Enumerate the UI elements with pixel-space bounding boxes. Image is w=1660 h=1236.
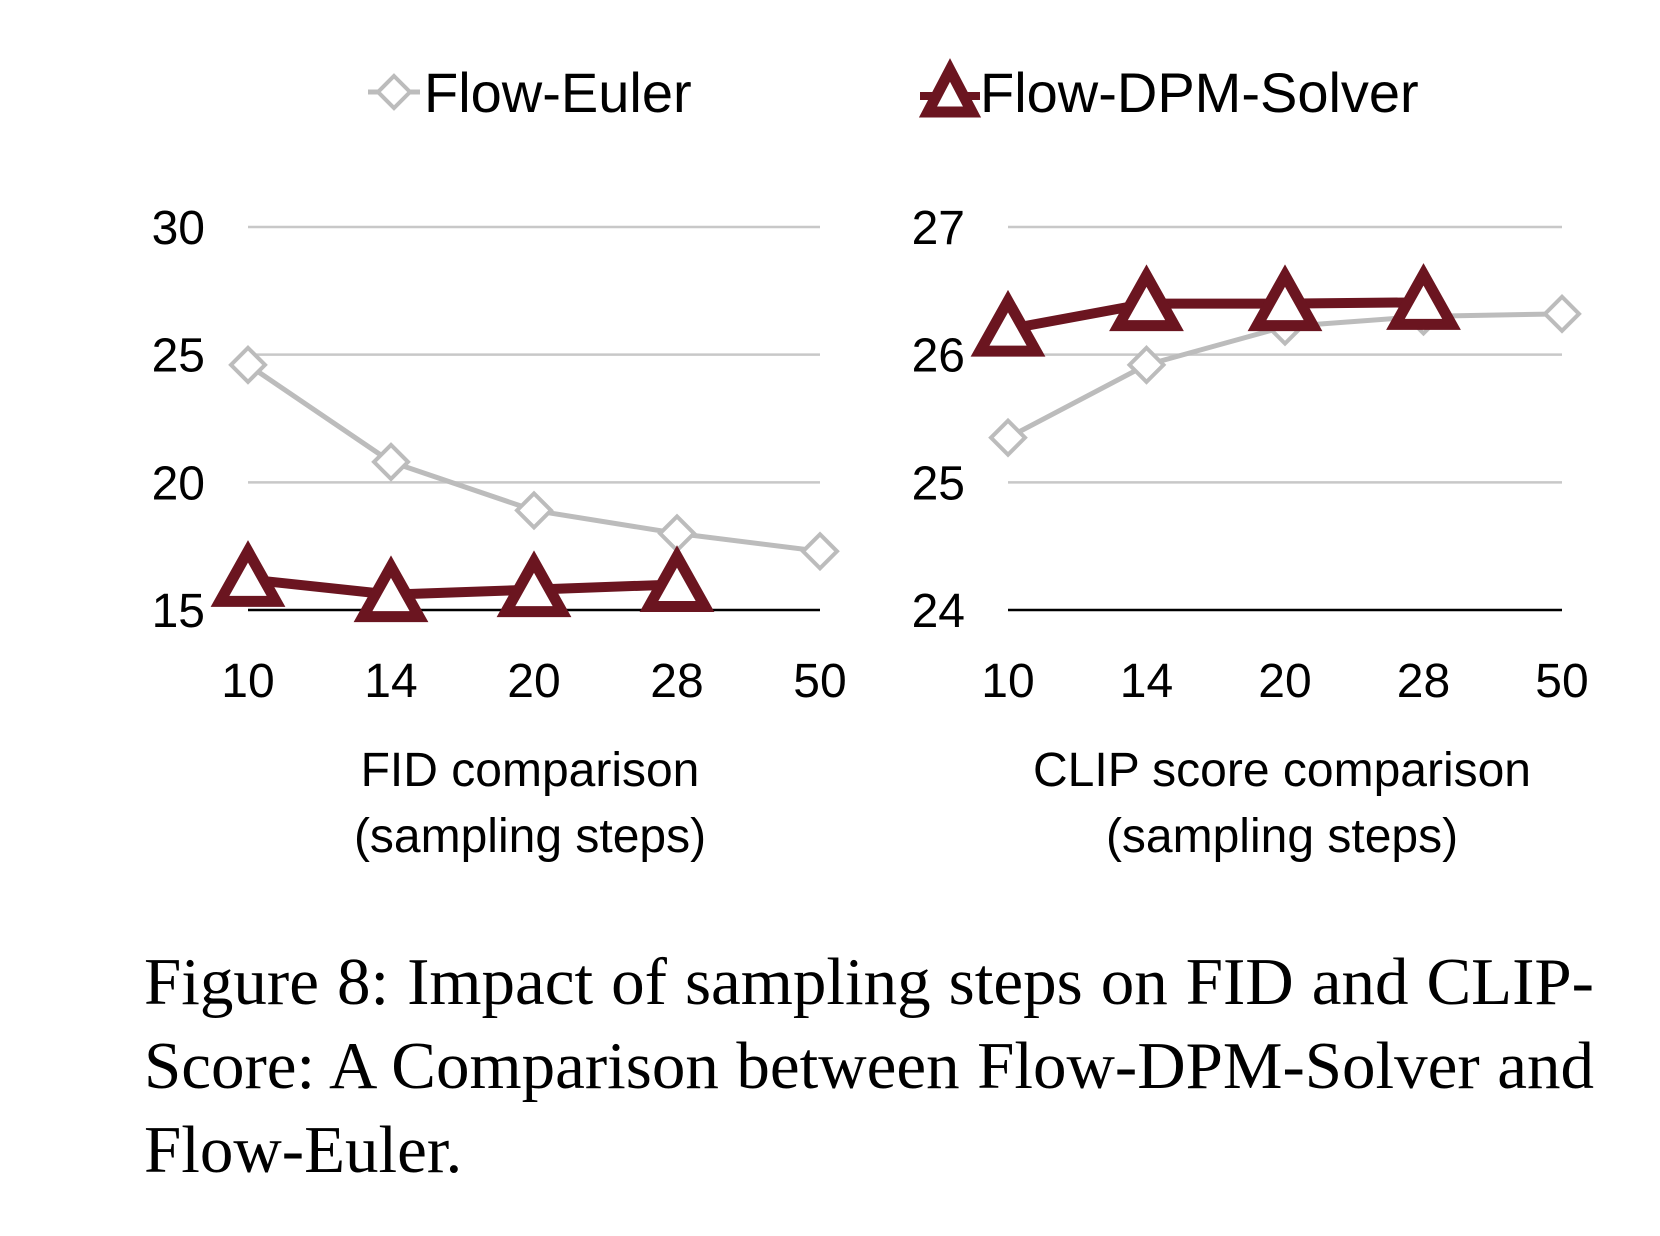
legend-item-flow-dpm-solver: Flow-DPM-Solver [918,58,1419,124]
y-tick-label: 30 [152,202,205,255]
x-tick-label: 14 [364,655,417,708]
y-tick-label: 27 [912,202,965,255]
flow-euler-point [228,345,268,385]
flow-dpm-solver-point [639,545,715,612]
flow-dpm-solver-line [1007,297,1424,335]
x-axis-title: FID comparison [361,744,700,797]
flow-dpm-solver-point [1247,264,1323,332]
x-tick-label: 10 [221,655,274,708]
flow-dpm-solver-point [1109,264,1184,332]
legend-item-flow-euler: Flow-Euler [368,61,692,124]
flow-euler-point [1542,293,1582,334]
legend-diamond-marker [375,73,413,111]
x-tick-label: 20 [507,655,560,708]
x-tick-label: 28 [1397,655,1450,708]
x-tick-label: 20 [1258,655,1311,708]
flow-euler-point [800,531,840,572]
flow-dpm-solver-point [210,540,286,607]
legend: Flow-Euler Flow-DPM-Solver [368,58,1419,124]
x-axis-title: (sampling steps) [1106,810,1458,863]
x-tick-label: 10 [981,655,1034,708]
x-tick-label: 28 [650,655,703,708]
flow-dpm-solver-line [247,574,678,600]
flow-dpm-solver-point [496,550,572,618]
series-flow-dpm-solver [210,540,715,623]
x-tick-label: 14 [1120,655,1173,708]
series-flow-dpm-solver [970,263,1461,357]
legend-label-flow-dpm-solver: Flow-DPM-Solver [980,61,1419,124]
flow-euler-point [371,442,411,482]
y-tick-label: 25 [912,457,965,510]
y-tick-label: 15 [152,585,205,638]
y-tick-label: 25 [152,330,205,383]
flow-euler-point [514,490,554,531]
flow-dpm-solver-point [970,289,1046,357]
x-axis-title: CLIP score comparison [1033,744,1531,797]
legend-triangle-marker [918,58,982,118]
x-axis-title: (sampling steps) [354,810,706,863]
fid-chart: 30 25 20 15 10 14 20 28 50 FID comparison (samplin… [152,202,847,863]
flow-euler-point [988,417,1028,458]
legend-label-flow-euler: Flow-Euler [424,61,692,124]
series-flow-euler [228,345,840,572]
flow-dpm-solver-point [1386,263,1461,330]
flow-euler-point [1126,345,1167,385]
x-tick-label: 50 [1535,655,1588,708]
flow-dpm-solver-point [353,555,429,623]
y-tick-label: 20 [152,457,205,510]
y-tick-label: 26 [912,330,965,383]
x-tick-label: 50 [793,655,846,708]
y-tick-label: 24 [912,585,965,638]
figure-caption: Figure 8: Impact of sampling steps on FI… [144,945,1594,1187]
